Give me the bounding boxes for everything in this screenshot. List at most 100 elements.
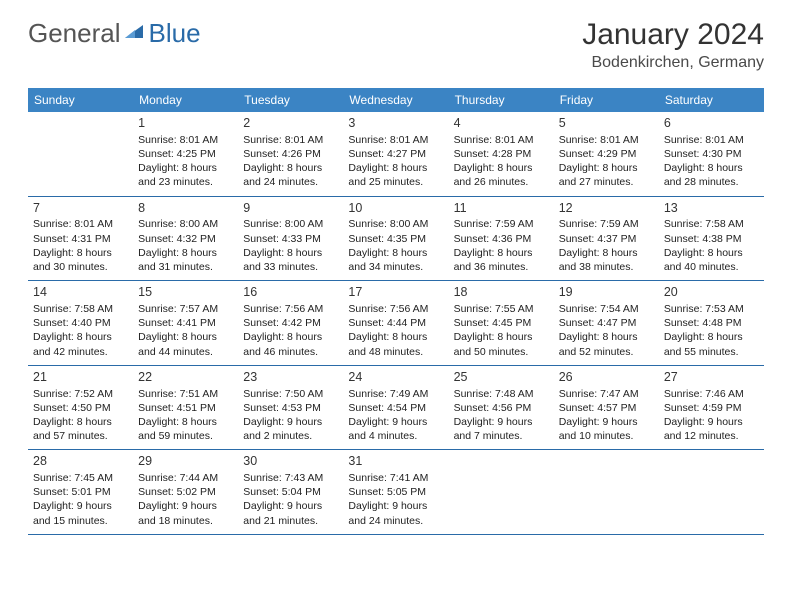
month-title: January 2024 — [582, 18, 764, 52]
calendar-cell: 27Sunrise: 7:46 AMSunset: 4:59 PMDayligh… — [659, 365, 764, 450]
day-number: 21 — [33, 369, 128, 386]
calendar-cell: 25Sunrise: 7:48 AMSunset: 4:56 PMDayligh… — [449, 365, 554, 450]
sunrise-text: Sunrise: 7:41 AM — [348, 471, 443, 485]
sunset-text: Sunset: 4:25 PM — [138, 147, 233, 161]
sunrise-text: Sunrise: 8:01 AM — [243, 133, 338, 147]
sunset-text: Sunset: 4:30 PM — [664, 147, 759, 161]
day-number: 1 — [138, 115, 233, 132]
daylight-text: Daylight: 8 hours and 33 minutes. — [243, 246, 338, 274]
calendar-cell: 1Sunrise: 8:01 AMSunset: 4:25 PMDaylight… — [133, 112, 238, 196]
day-number: 31 — [348, 453, 443, 470]
day-number: 27 — [664, 369, 759, 386]
day-number: 17 — [348, 284, 443, 301]
calendar-cell: 15Sunrise: 7:57 AMSunset: 4:41 PMDayligh… — [133, 281, 238, 366]
calendar-week-row: 14Sunrise: 7:58 AMSunset: 4:40 PMDayligh… — [28, 281, 764, 366]
sunset-text: Sunset: 4:27 PM — [348, 147, 443, 161]
daylight-text: Daylight: 9 hours and 15 minutes. — [33, 499, 128, 527]
sunset-text: Sunset: 4:29 PM — [559, 147, 654, 161]
calendar-cell: 21Sunrise: 7:52 AMSunset: 4:50 PMDayligh… — [28, 365, 133, 450]
daylight-text: Daylight: 8 hours and 50 minutes. — [454, 330, 549, 358]
day-number: 12 — [559, 200, 654, 217]
daylight-text: Daylight: 8 hours and 27 minutes. — [559, 161, 654, 189]
calendar-cell: 6Sunrise: 8:01 AMSunset: 4:30 PMDaylight… — [659, 112, 764, 196]
day-number: 5 — [559, 115, 654, 132]
sunset-text: Sunset: 4:37 PM — [559, 232, 654, 246]
sunset-text: Sunset: 4:38 PM — [664, 232, 759, 246]
calendar-cell: 9Sunrise: 8:00 AMSunset: 4:33 PMDaylight… — [238, 196, 343, 281]
calendar-cell: 5Sunrise: 8:01 AMSunset: 4:29 PMDaylight… — [554, 112, 659, 196]
sunrise-text: Sunrise: 8:01 AM — [559, 133, 654, 147]
page-header: General Blue January 2024 Bodenkirchen, … — [0, 0, 792, 82]
calendar-cell — [554, 450, 659, 535]
calendar-cell: 7Sunrise: 8:01 AMSunset: 4:31 PMDaylight… — [28, 196, 133, 281]
day-header: Sunday — [28, 88, 133, 112]
day-number: 19 — [559, 284, 654, 301]
sunrise-text: Sunrise: 7:53 AM — [664, 302, 759, 316]
sunrise-text: Sunrise: 7:57 AM — [138, 302, 233, 316]
calendar-cell: 16Sunrise: 7:56 AMSunset: 4:42 PMDayligh… — [238, 281, 343, 366]
sunset-text: Sunset: 4:59 PM — [664, 401, 759, 415]
sunset-text: Sunset: 4:35 PM — [348, 232, 443, 246]
day-number: 20 — [664, 284, 759, 301]
calendar-cell: 30Sunrise: 7:43 AMSunset: 5:04 PMDayligh… — [238, 450, 343, 535]
daylight-text: Daylight: 8 hours and 30 minutes. — [33, 246, 128, 274]
day-number: 9 — [243, 200, 338, 217]
daylight-text: Daylight: 9 hours and 10 minutes. — [559, 415, 654, 443]
sunset-text: Sunset: 4:33 PM — [243, 232, 338, 246]
sunset-text: Sunset: 4:40 PM — [33, 316, 128, 330]
daylight-text: Daylight: 9 hours and 21 minutes. — [243, 499, 338, 527]
logo-triangle-icon — [123, 20, 145, 47]
calendar-week-row: 28Sunrise: 7:45 AMSunset: 5:01 PMDayligh… — [28, 450, 764, 535]
sunset-text: Sunset: 4:51 PM — [138, 401, 233, 415]
day-header: Saturday — [659, 88, 764, 112]
daylight-text: Daylight: 8 hours and 25 minutes. — [348, 161, 443, 189]
sunset-text: Sunset: 4:31 PM — [33, 232, 128, 246]
day-number: 28 — [33, 453, 128, 470]
sunset-text: Sunset: 5:04 PM — [243, 485, 338, 499]
sunset-text: Sunset: 4:36 PM — [454, 232, 549, 246]
calendar-cell — [659, 450, 764, 535]
daylight-text: Daylight: 8 hours and 40 minutes. — [664, 246, 759, 274]
sunrise-text: Sunrise: 7:46 AM — [664, 387, 759, 401]
daylight-text: Daylight: 9 hours and 7 minutes. — [454, 415, 549, 443]
day-number: 22 — [138, 369, 233, 386]
calendar-cell: 14Sunrise: 7:58 AMSunset: 4:40 PMDayligh… — [28, 281, 133, 366]
calendar-week-row: 1 Sunrise: 8:01 AM Sunset: 4:25 PM Daylight… — [28, 112, 764, 196]
day-number: 18 — [454, 284, 549, 301]
sunrise-text: Sunrise: 7:58 AM — [33, 302, 128, 316]
sunrise-text: Sunrise: 7:55 AM — [454, 302, 549, 316]
day-number: 26 — [559, 369, 654, 386]
calendar-header-row: Sunday Monday Tuesday Wednesday Thursday… — [28, 88, 764, 112]
sunrise-text: Sunrise: 8:00 AM — [348, 217, 443, 231]
day-number: 23 — [243, 369, 338, 386]
calendar-cell: 28Sunrise: 7:45 AMSunset: 5:01 PMDayligh… — [28, 450, 133, 535]
day-number: 30 — [243, 453, 338, 470]
sunset-text: Sunset: 4:47 PM — [559, 316, 654, 330]
day-number: 7 — [33, 200, 128, 217]
daylight-text: Daylight: 9 hours and 4 minutes. — [348, 415, 443, 443]
daylight-text: Daylight: 9 hours and 2 minutes. — [243, 415, 338, 443]
sunrise-text: Sunrise: 7:45 AM — [33, 471, 128, 485]
daylight-text: Daylight: 8 hours and 28 minutes. — [664, 161, 759, 189]
sunset-text: Sunset: 4:28 PM — [454, 147, 549, 161]
sunset-text: Sunset: 5:02 PM — [138, 485, 233, 499]
location-label: Bodenkirchen, Germany — [582, 54, 764, 72]
sunset-text: Sunset: 4:56 PM — [454, 401, 549, 415]
sunrise-text: Sunrise: 7:50 AM — [243, 387, 338, 401]
calendar-table: Sunday Monday Tuesday Wednesday Thursday… — [28, 88, 764, 535]
day-number: 8 — [138, 200, 233, 217]
sunrise-text: Sunrise: 7:56 AM — [348, 302, 443, 316]
calendar-cell: 19Sunrise: 7:54 AMSunset: 4:47 PMDayligh… — [554, 281, 659, 366]
sunrise-text: Sunrise: 7:47 AM — [559, 387, 654, 401]
sunrise-text: Sunrise: 7:48 AM — [454, 387, 549, 401]
calendar-cell: 20Sunrise: 7:53 AMSunset: 4:48 PMDayligh… — [659, 281, 764, 366]
day-number: 29 — [138, 453, 233, 470]
logo-text-blue: Blue — [149, 18, 201, 49]
daylight-text: Daylight: 8 hours and 34 minutes. — [348, 246, 443, 274]
calendar-cell: 22Sunrise: 7:51 AMSunset: 4:51 PMDayligh… — [133, 365, 238, 450]
daylight-text: Daylight: 8 hours and 44 minutes. — [138, 330, 233, 358]
sunset-text: Sunset: 4:41 PM — [138, 316, 233, 330]
sunset-text: Sunset: 4:57 PM — [559, 401, 654, 415]
sunrise-text: Sunrise: 8:01 AM — [454, 133, 549, 147]
logo-text-general: General — [28, 18, 121, 49]
